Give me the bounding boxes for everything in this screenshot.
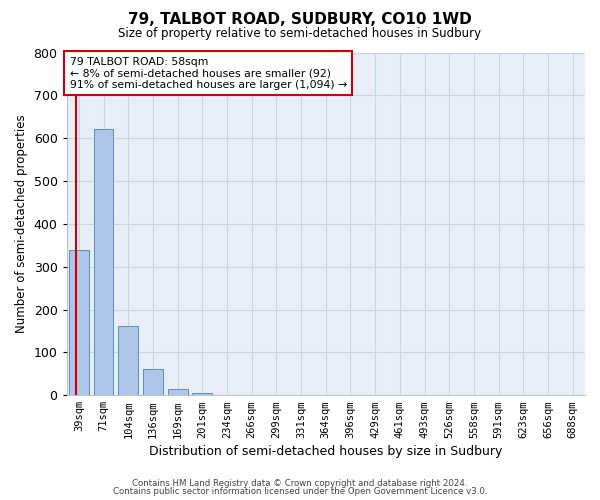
X-axis label: Distribution of semi-detached houses by size in Sudbury: Distribution of semi-detached houses by …	[149, 444, 502, 458]
Text: 79, TALBOT ROAD, SUDBURY, CO10 1WD: 79, TALBOT ROAD, SUDBURY, CO10 1WD	[128, 12, 472, 28]
Text: 79 TALBOT ROAD: 58sqm
← 8% of semi-detached houses are smaller (92)
91% of semi-: 79 TALBOT ROAD: 58sqm ← 8% of semi-detac…	[70, 57, 347, 90]
Text: Contains HM Land Registry data © Crown copyright and database right 2024.: Contains HM Land Registry data © Crown c…	[132, 478, 468, 488]
Bar	[193, 392, 212, 395]
Text: Contains public sector information licensed under the Open Government Licence v3: Contains public sector information licen…	[113, 487, 487, 496]
Bar	[143, 368, 163, 395]
Bar	[69, 250, 89, 395]
Bar	[118, 326, 138, 395]
Y-axis label: Number of semi-detached properties: Number of semi-detached properties	[15, 114, 28, 333]
Bar	[94, 128, 113, 395]
Text: Size of property relative to semi-detached houses in Sudbury: Size of property relative to semi-detach…	[118, 28, 482, 40]
Bar	[168, 389, 188, 395]
